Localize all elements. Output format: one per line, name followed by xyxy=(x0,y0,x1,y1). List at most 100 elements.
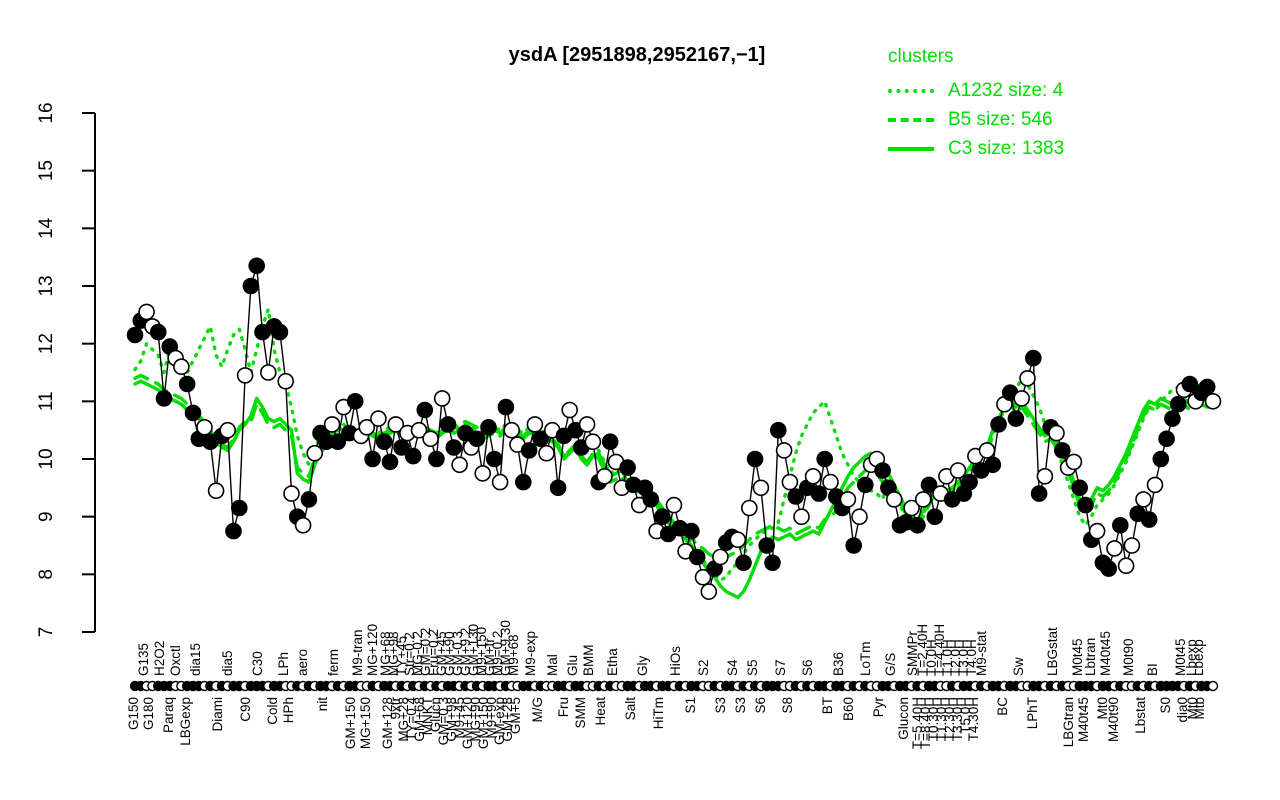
gene-data-point xyxy=(126,326,144,344)
x-label: MG+68 xyxy=(378,631,393,676)
gene-data-point xyxy=(746,450,764,468)
x-label: LoTm xyxy=(858,641,873,676)
gene-data-point xyxy=(1025,349,1042,367)
gene-data-point xyxy=(920,476,938,494)
x-label: T=8.40H xyxy=(918,697,933,749)
x-label: T1.30H xyxy=(934,697,949,741)
gene-data-point xyxy=(346,392,364,410)
x-label: GM-0.3 xyxy=(450,631,465,676)
x-label: GM+28 xyxy=(500,697,515,742)
gene-data-point xyxy=(1117,557,1135,575)
gene-data-point xyxy=(526,416,544,433)
x-label: MG+28 xyxy=(396,697,411,742)
gene-data-point xyxy=(283,485,300,502)
x-label: Mt0 xyxy=(1095,697,1110,720)
x-label: aero xyxy=(295,649,310,676)
x-label: S5 xyxy=(745,659,760,676)
gene-data-point xyxy=(433,390,451,407)
x-label: HiTm xyxy=(651,697,666,729)
x-label: LBGexp xyxy=(178,697,193,746)
gene-data-point xyxy=(416,401,434,419)
x-label: Gly xyxy=(635,656,650,677)
gene-data-point xyxy=(242,277,260,295)
x-label: T2.30H xyxy=(942,697,957,741)
gene-data-point xyxy=(961,473,978,491)
x-label: GM+68 xyxy=(412,697,427,742)
x-label: T5.0H xyxy=(958,697,973,734)
x-label: T3.30H xyxy=(950,697,965,741)
x-label: S7 xyxy=(773,659,788,676)
gene-data-point xyxy=(804,467,822,485)
gene-data-point xyxy=(926,508,944,526)
gene-data-point xyxy=(1198,378,1216,396)
x-label: S4 xyxy=(725,659,740,676)
x-label: nit xyxy=(315,697,330,712)
gene-data-point xyxy=(1036,467,1054,485)
x-label: dia0 xyxy=(1175,697,1190,723)
x-label: Mtb xyxy=(1192,697,1207,720)
gene-data-point xyxy=(949,462,967,479)
x-label: GM+9.2 xyxy=(458,628,473,676)
gene-data-point xyxy=(1164,410,1181,427)
x-label: LBGtran xyxy=(1061,697,1076,747)
gene-data-point xyxy=(700,583,718,600)
gene-data-point xyxy=(184,404,202,422)
gene-data-point xyxy=(601,433,619,451)
x-label: GM+tr xyxy=(482,638,497,676)
gene-data-point xyxy=(375,433,393,451)
gene-data-point xyxy=(885,491,903,508)
y-tick-label: 10 xyxy=(36,448,57,469)
x-label: Lbexp xyxy=(1191,639,1206,676)
gene-data-point xyxy=(138,303,155,321)
x-label: Lbexp xyxy=(1184,639,1199,676)
gene-data-point xyxy=(1054,442,1071,459)
gene-data-point xyxy=(549,479,567,497)
gene-data-point xyxy=(914,491,932,508)
x-label: Lbtran xyxy=(1083,638,1098,676)
y-tick-label: 16 xyxy=(36,102,57,123)
gene-data-point xyxy=(775,442,793,459)
legend-item-c3: C3 size: 1383 xyxy=(888,134,1064,163)
gene-data-point xyxy=(1135,491,1152,508)
x-label: S3 xyxy=(733,697,748,714)
gene-data-point xyxy=(294,516,312,534)
gene-data-point xyxy=(735,554,752,572)
legend-title: clusters xyxy=(888,46,954,67)
legend: clusters A1232 size: 4 B5 size: 546 C3 s… xyxy=(888,46,1064,163)
gene-data-point xyxy=(329,433,347,451)
x-label: Lbstat xyxy=(1133,697,1148,734)
x-label: M0t45 xyxy=(1070,638,1085,676)
x-label: GM=0.3 xyxy=(436,697,451,745)
gene-data-point xyxy=(480,418,497,436)
gene-data-point xyxy=(712,548,729,566)
x-axis-labels-top: G135 H2O2 Oxctl dia15 dia5 C30 LPh aero ferm M9-t… xyxy=(136,620,1206,676)
x-label: SMM xyxy=(573,697,588,729)
gene-data-point xyxy=(422,430,439,448)
x-label: H2O2 xyxy=(152,641,167,676)
x-label: T=5.40H xyxy=(910,697,925,749)
x-label: T=4.40H xyxy=(932,624,947,676)
x-label: T2.0H xyxy=(948,639,963,676)
gene-data-point xyxy=(816,450,834,468)
x-label: S3 xyxy=(713,697,728,714)
gene-data-point xyxy=(584,433,602,451)
gene-data-point xyxy=(596,467,613,485)
gene-data-point xyxy=(236,367,254,384)
x-label: GM+128 xyxy=(380,697,395,749)
x-label: Salt xyxy=(623,697,638,721)
dotted-line-icon xyxy=(888,88,934,93)
x-label: M9-tran xyxy=(350,629,365,676)
gene-data-point xyxy=(688,548,706,566)
gene-data-point xyxy=(1146,476,1164,494)
gene-data-point xyxy=(1077,496,1094,514)
x-label: S6 xyxy=(800,659,815,676)
x-label: dia5 xyxy=(220,650,235,676)
x-label: Glucn xyxy=(428,697,443,732)
x-label: C90 xyxy=(238,697,253,722)
gene-data-point xyxy=(520,442,538,459)
legend-item-label: A1232 size: 4 xyxy=(948,79,1064,101)
gene-data-point xyxy=(300,491,318,508)
gene-data-point xyxy=(769,421,787,439)
y-tick-label: 9 xyxy=(36,511,57,522)
gene-data-point xyxy=(909,516,926,534)
